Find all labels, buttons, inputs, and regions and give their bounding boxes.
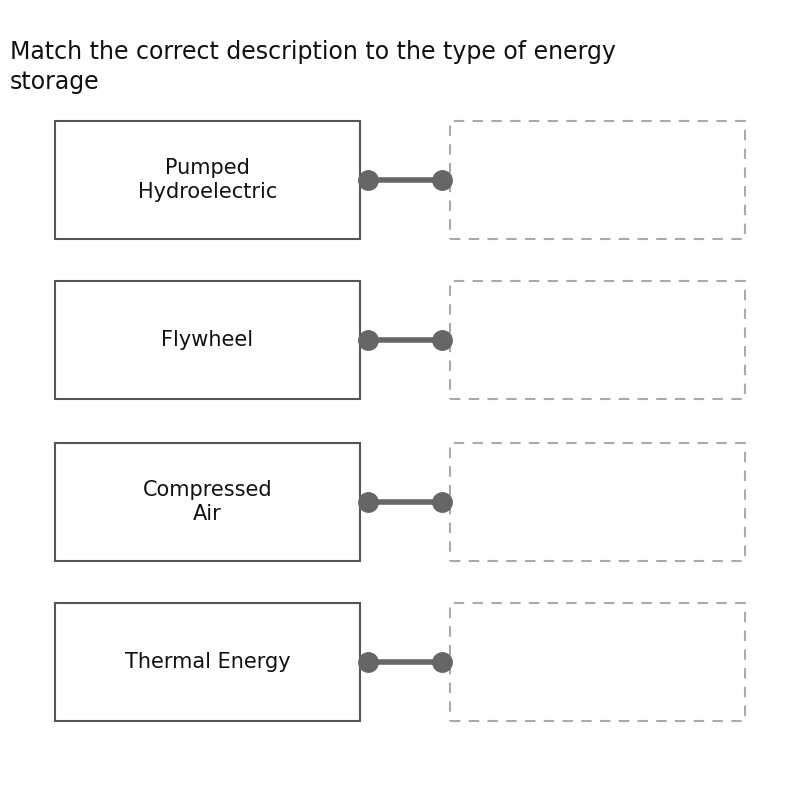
Bar [55,443,360,561]
Text: Match the correct description to the type of energy: Match the correct description to the typ… [10,40,616,64]
Text: Flywheel: Flywheel [162,330,254,350]
Bar [450,281,745,399]
Text: Thermal Energy: Thermal Energy [125,652,290,672]
Text: Compressed
Air: Compressed Air [142,480,272,524]
Bar [55,121,360,239]
Bar [450,121,745,239]
Text: Pumped
Hydroelectric: Pumped Hydroelectric [138,158,277,202]
Bar [55,603,360,721]
Bar [450,603,745,721]
Text: storage: storage [10,70,100,94]
Bar [450,443,745,561]
Bar [55,281,360,399]
